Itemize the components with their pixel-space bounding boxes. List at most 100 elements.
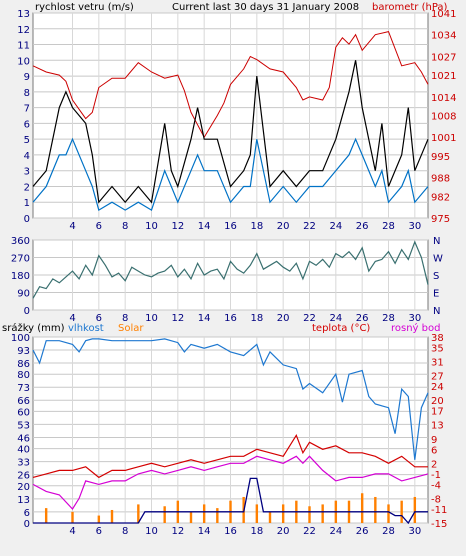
y-tick-label: 33 <box>17 458 30 469</box>
y2-tick-label: 988 <box>431 174 450 185</box>
x-tick-label: 8 <box>122 221 128 232</box>
solar-bar <box>97 515 101 523</box>
y-tick-label: 2 <box>24 182 30 193</box>
y-tick-label: 10 <box>17 56 30 67</box>
compass-label: S <box>433 271 439 282</box>
compass-label: E <box>433 289 439 300</box>
y-tick-label: 180 <box>11 271 30 282</box>
y-tick-label: 1 <box>24 198 30 209</box>
rain-line <box>33 477 428 525</box>
x-tick-label: 26 <box>356 221 369 232</box>
y2-tick-label: 1014 <box>431 93 456 104</box>
compass-label: N <box>433 236 440 247</box>
solar-bar <box>387 504 390 523</box>
y2-tick-label: 20 <box>431 396 444 407</box>
y2-tick-label: 13 <box>431 421 444 432</box>
solar-bar <box>189 511 193 523</box>
x-tick-label: 14 <box>198 313 211 324</box>
wind-speed-line <box>32 137 429 212</box>
y-tick-label: 3 <box>24 167 30 178</box>
y-tick-label: 86 <box>17 359 30 370</box>
x-tick-label: 16 <box>224 221 237 232</box>
y-tick-label: 26 <box>17 471 30 482</box>
x-tick-label: 16 <box>224 526 237 537</box>
y-tick-label: 0 <box>24 214 30 225</box>
y2-tick-label: 1008 <box>431 112 456 123</box>
rain-label: srážky (mm) <box>2 322 65 334</box>
x-tick-label: 12 <box>171 313 184 324</box>
y-tick-label: 40 <box>17 445 30 456</box>
x-tick-label: 24 <box>329 313 342 324</box>
x-tick-label: 4 <box>69 221 75 232</box>
x-tick-label: 22 <box>303 526 316 537</box>
temperature-line <box>32 433 428 479</box>
solar-bar <box>44 508 48 523</box>
x-tick-label: 24 <box>329 221 342 232</box>
y2-tick-label: 31 <box>431 358 444 369</box>
x-tick-label: 30 <box>408 221 421 232</box>
y2-tick-label: 2 <box>431 459 437 470</box>
y-tick-label: 7 <box>24 104 30 115</box>
solar-bar <box>281 504 285 523</box>
y2-tick-label: -11 <box>431 505 447 516</box>
humidity-line <box>32 338 429 460</box>
y-tick-label: 6 <box>24 119 30 130</box>
x-tick-label: 6 <box>96 221 102 232</box>
solar-bar <box>308 506 311 523</box>
pressure-line <box>32 31 429 139</box>
x-tick-label: 26 <box>356 526 369 537</box>
y2-tick-label: 1021 <box>431 71 456 82</box>
y-tick-label: 8 <box>24 88 30 99</box>
x-tick-label: 10 <box>145 221 158 232</box>
y-tick-label: 73 <box>17 383 30 394</box>
y2-tick-label: 38 <box>431 333 444 344</box>
x-tick-label: 10 <box>145 526 158 537</box>
y-tick-label: 360 <box>11 236 30 247</box>
y-tick-label: 13 <box>17 9 30 20</box>
y2-tick-label: 995 <box>431 152 450 163</box>
x-tick-label: 20 <box>277 221 290 232</box>
x-tick-label: 18 <box>250 221 263 232</box>
y-tick-label: 66 <box>17 396 30 407</box>
y2-tick-label: 1041 <box>431 9 456 20</box>
y2-tick-label: -15 <box>431 519 447 530</box>
x-tick-label: 16 <box>224 313 237 324</box>
y-tick-label: 53 <box>17 420 30 431</box>
x-tick-label: 20 <box>277 526 290 537</box>
solar-bar <box>374 496 377 523</box>
x-tick-label: 28 <box>382 313 395 324</box>
y2-tick-label: 9 <box>431 435 437 446</box>
y-tick-label: 60 <box>17 407 30 418</box>
x-tick-label: 18 <box>250 526 263 537</box>
x-tick-label: 14 <box>198 221 211 232</box>
x-tick-label: 12 <box>171 526 184 537</box>
x-tick-label: 28 <box>382 526 395 537</box>
solar-bar <box>413 496 417 523</box>
y-tick-label: 12 <box>17 25 30 36</box>
y-tick-label: 100 <box>11 333 30 344</box>
compass-label: N <box>433 306 440 317</box>
y-tick-label: 80 <box>17 370 30 381</box>
x-tick-label: 22 <box>303 221 316 232</box>
y-tick-label: 270 <box>11 254 30 265</box>
solar-bar <box>216 508 219 523</box>
x-tick-label: 4 <box>69 526 75 537</box>
y2-tick-label: -1 <box>431 470 441 481</box>
x-tick-label: 22 <box>303 313 316 324</box>
wind-speed-label: rychlost vetru (m/s) <box>35 2 134 13</box>
solar-bar <box>255 504 259 523</box>
temperature-label: teplota (°C) <box>312 323 370 334</box>
wind-direction-line <box>32 240 429 299</box>
dew-point-line <box>32 455 429 510</box>
x-tick-label: 6 <box>96 526 102 537</box>
solar-bar <box>137 504 140 523</box>
x-tick-label: 20 <box>277 313 290 324</box>
y-tick-label: 13 <box>17 495 30 506</box>
solar-bar <box>400 500 403 523</box>
x-tick-label: 24 <box>329 526 342 537</box>
y2-tick-label: 975 <box>431 214 450 225</box>
compass-label: W <box>433 254 443 265</box>
x-tick-label: 8 <box>122 526 128 537</box>
chart-title: Current last 30 days 31 January 2008 <box>172 2 359 13</box>
